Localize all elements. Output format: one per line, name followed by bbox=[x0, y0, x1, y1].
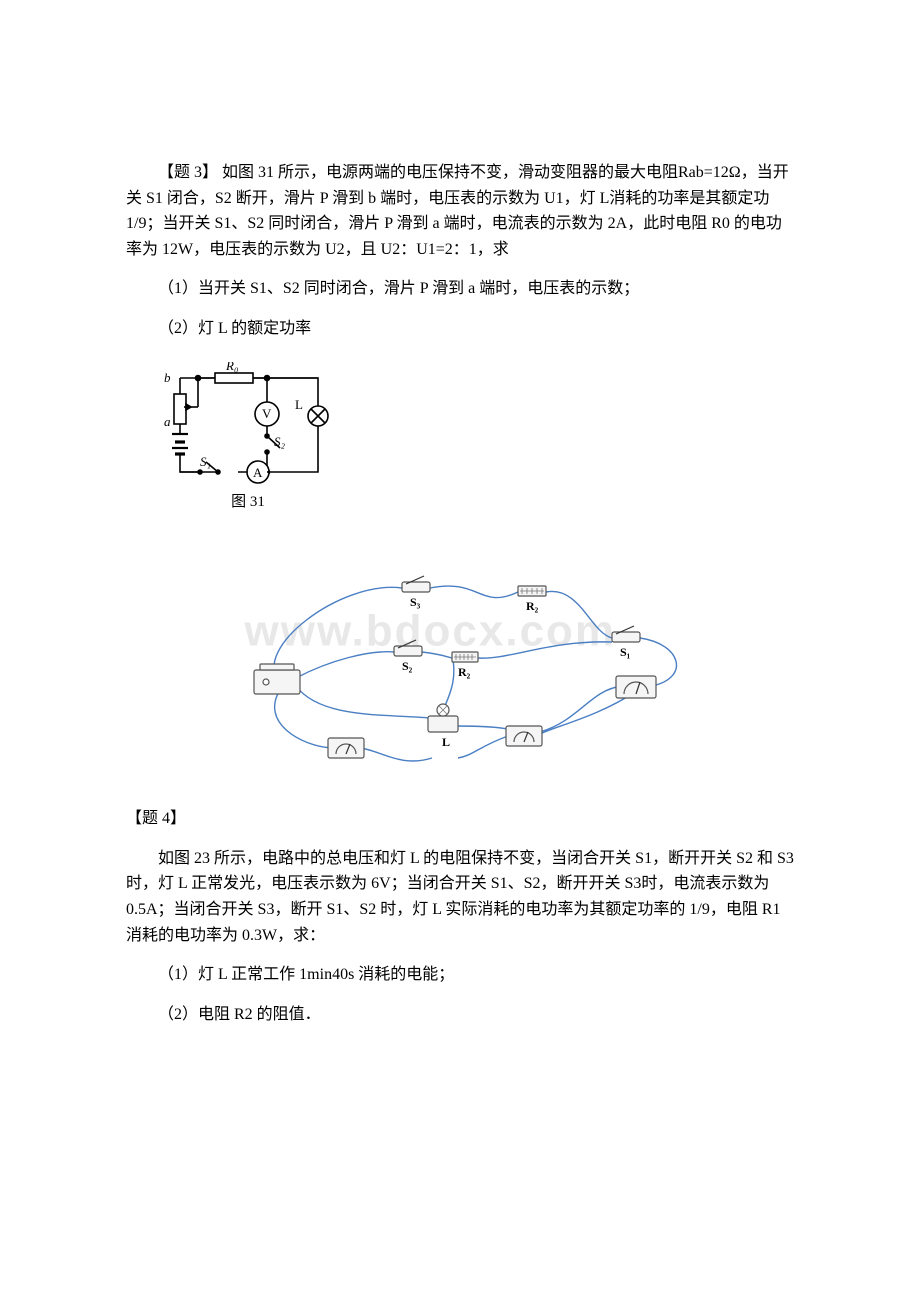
fig2-r2b: R₂ bbox=[458, 665, 471, 679]
figure-31: b a R₀ V A S₁ S₂ L 图 31 bbox=[160, 362, 794, 514]
fig2-s3: S₃ bbox=[410, 595, 421, 609]
label-s1: S₁ bbox=[200, 454, 211, 469]
label-s2: S₂ bbox=[274, 434, 286, 449]
fig2-r2a: R₂ bbox=[526, 599, 539, 613]
q4-title-tag: 【题 4】 bbox=[126, 806, 794, 832]
label-a-meter: A bbox=[253, 465, 263, 480]
q4-p1: 如图 23 所示，电路中的总电压和灯 L 的电阻保持不变，当闭合开关 S1，断开… bbox=[126, 846, 794, 948]
label-l: L bbox=[295, 397, 303, 412]
circuit-diagram-23: S₃ R₂ S₁ S₂ R₂ L bbox=[220, 550, 700, 790]
q3-sub1: （1）当开关 S1、S2 同时闭合，滑片 P 滑到 a 端时，电压表的示数； bbox=[126, 276, 794, 302]
fig2-l: L bbox=[442, 735, 450, 749]
figure-23-container: www.bdocx.com bbox=[220, 550, 700, 799]
fig2-s2: S₂ bbox=[402, 659, 413, 673]
fig2-s1: S₁ bbox=[620, 645, 631, 659]
q4-sub2: （2）电阻 R2 的阻值． bbox=[126, 1002, 794, 1028]
label-b: b bbox=[164, 370, 171, 385]
circuit-diagram-31: b a R₀ V A S₁ S₂ L bbox=[160, 362, 336, 486]
label-a: a bbox=[164, 414, 171, 429]
q3-sub2: （2）灯 L 的额定功率 bbox=[126, 316, 794, 342]
label-v: V bbox=[262, 406, 272, 421]
figure-31-caption: 图 31 bbox=[160, 490, 336, 514]
q3-paragraph: 【题 3】 如图 31 所示，电源两端的电压保持不变，滑动变阻器的最大电阻Rab… bbox=[126, 160, 794, 262]
q4-sub1: （1）灯 L 正常工作 1min40s 消耗的电能； bbox=[126, 962, 794, 988]
label-r0: R₀ bbox=[225, 362, 238, 373]
